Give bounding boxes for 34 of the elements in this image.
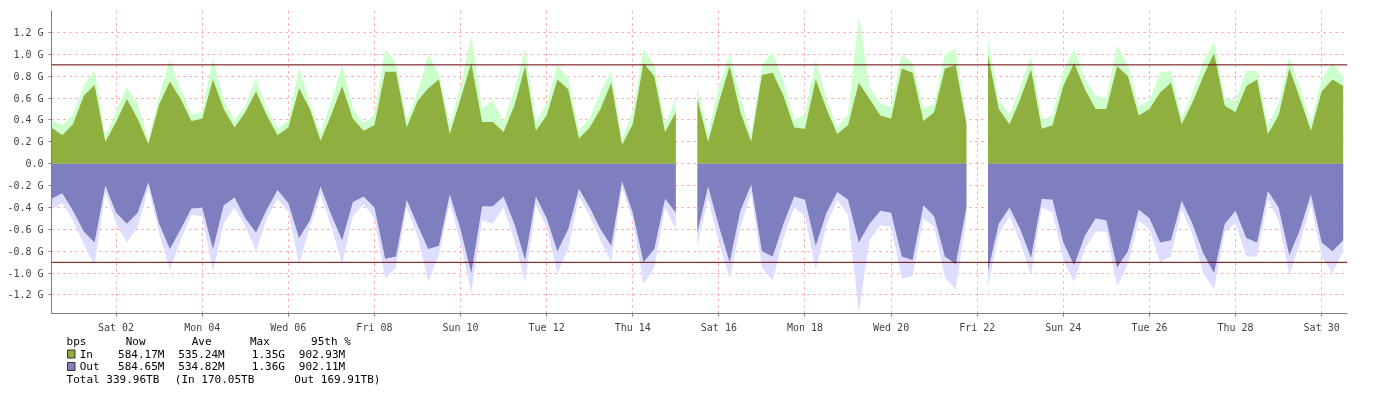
y-tick-label: 0.6 G: [13, 92, 44, 104]
y-tick-label: 1.2 G: [13, 26, 44, 38]
text: bps Now Ave Max 95th %: [66, 335, 351, 348]
x-tick-label: Sat 02: [98, 321, 135, 333]
text: 584.17M 535.24M 1.35G 902.93M: [118, 347, 346, 361]
x-tick-label: Sat 16: [700, 321, 737, 333]
x-tick-label: Wed 06: [270, 321, 307, 333]
x-tick-label: Sat 30: [1303, 321, 1340, 333]
x-tick-label: Sun 10: [442, 321, 479, 333]
x-tick-label: Fri 08: [356, 321, 393, 333]
text: Total 339.96TB (In 170.05TB Out 169.91TB): [66, 372, 381, 386]
y-tick-label: -0.6 G: [7, 223, 44, 235]
y-tick-label: 0.4 G: [13, 114, 44, 126]
x-tick-label: Sun 24: [1045, 321, 1082, 333]
y-tick-label: -1.2 G: [7, 289, 44, 301]
text: 584.65M 534.82M 1.36G 902.11M: [118, 360, 346, 373]
y-tick-label: -1.0 G: [7, 267, 44, 279]
x-tick-label: Wed 20: [873, 321, 910, 333]
x-tick-label: Tue 26: [1131, 321, 1168, 333]
x-tick-label: Mon 04: [184, 321, 221, 333]
x-tick-label: Fri 22: [959, 321, 996, 333]
y-tick-label: -0.8 G: [7, 245, 44, 257]
x-tick-label: Thu 14: [614, 321, 651, 333]
legend-label: In: [79, 347, 93, 361]
y-tick-label: 0.8 G: [13, 70, 44, 82]
y-tick-label: -0.2 G: [7, 180, 44, 192]
x-tick-label: Tue 12: [528, 321, 565, 333]
y-tick-label: -0.4 G: [7, 201, 44, 213]
y-tick-label: 1.0 G: [13, 48, 44, 60]
legend-label: Out: [79, 360, 100, 373]
x-tick-label: Mon 18: [786, 321, 824, 333]
x-tick-label: Thu 28: [1217, 321, 1254, 333]
y-tick-label: 0.0: [25, 158, 44, 170]
y-tick-label: 0.2 G: [13, 136, 44, 148]
